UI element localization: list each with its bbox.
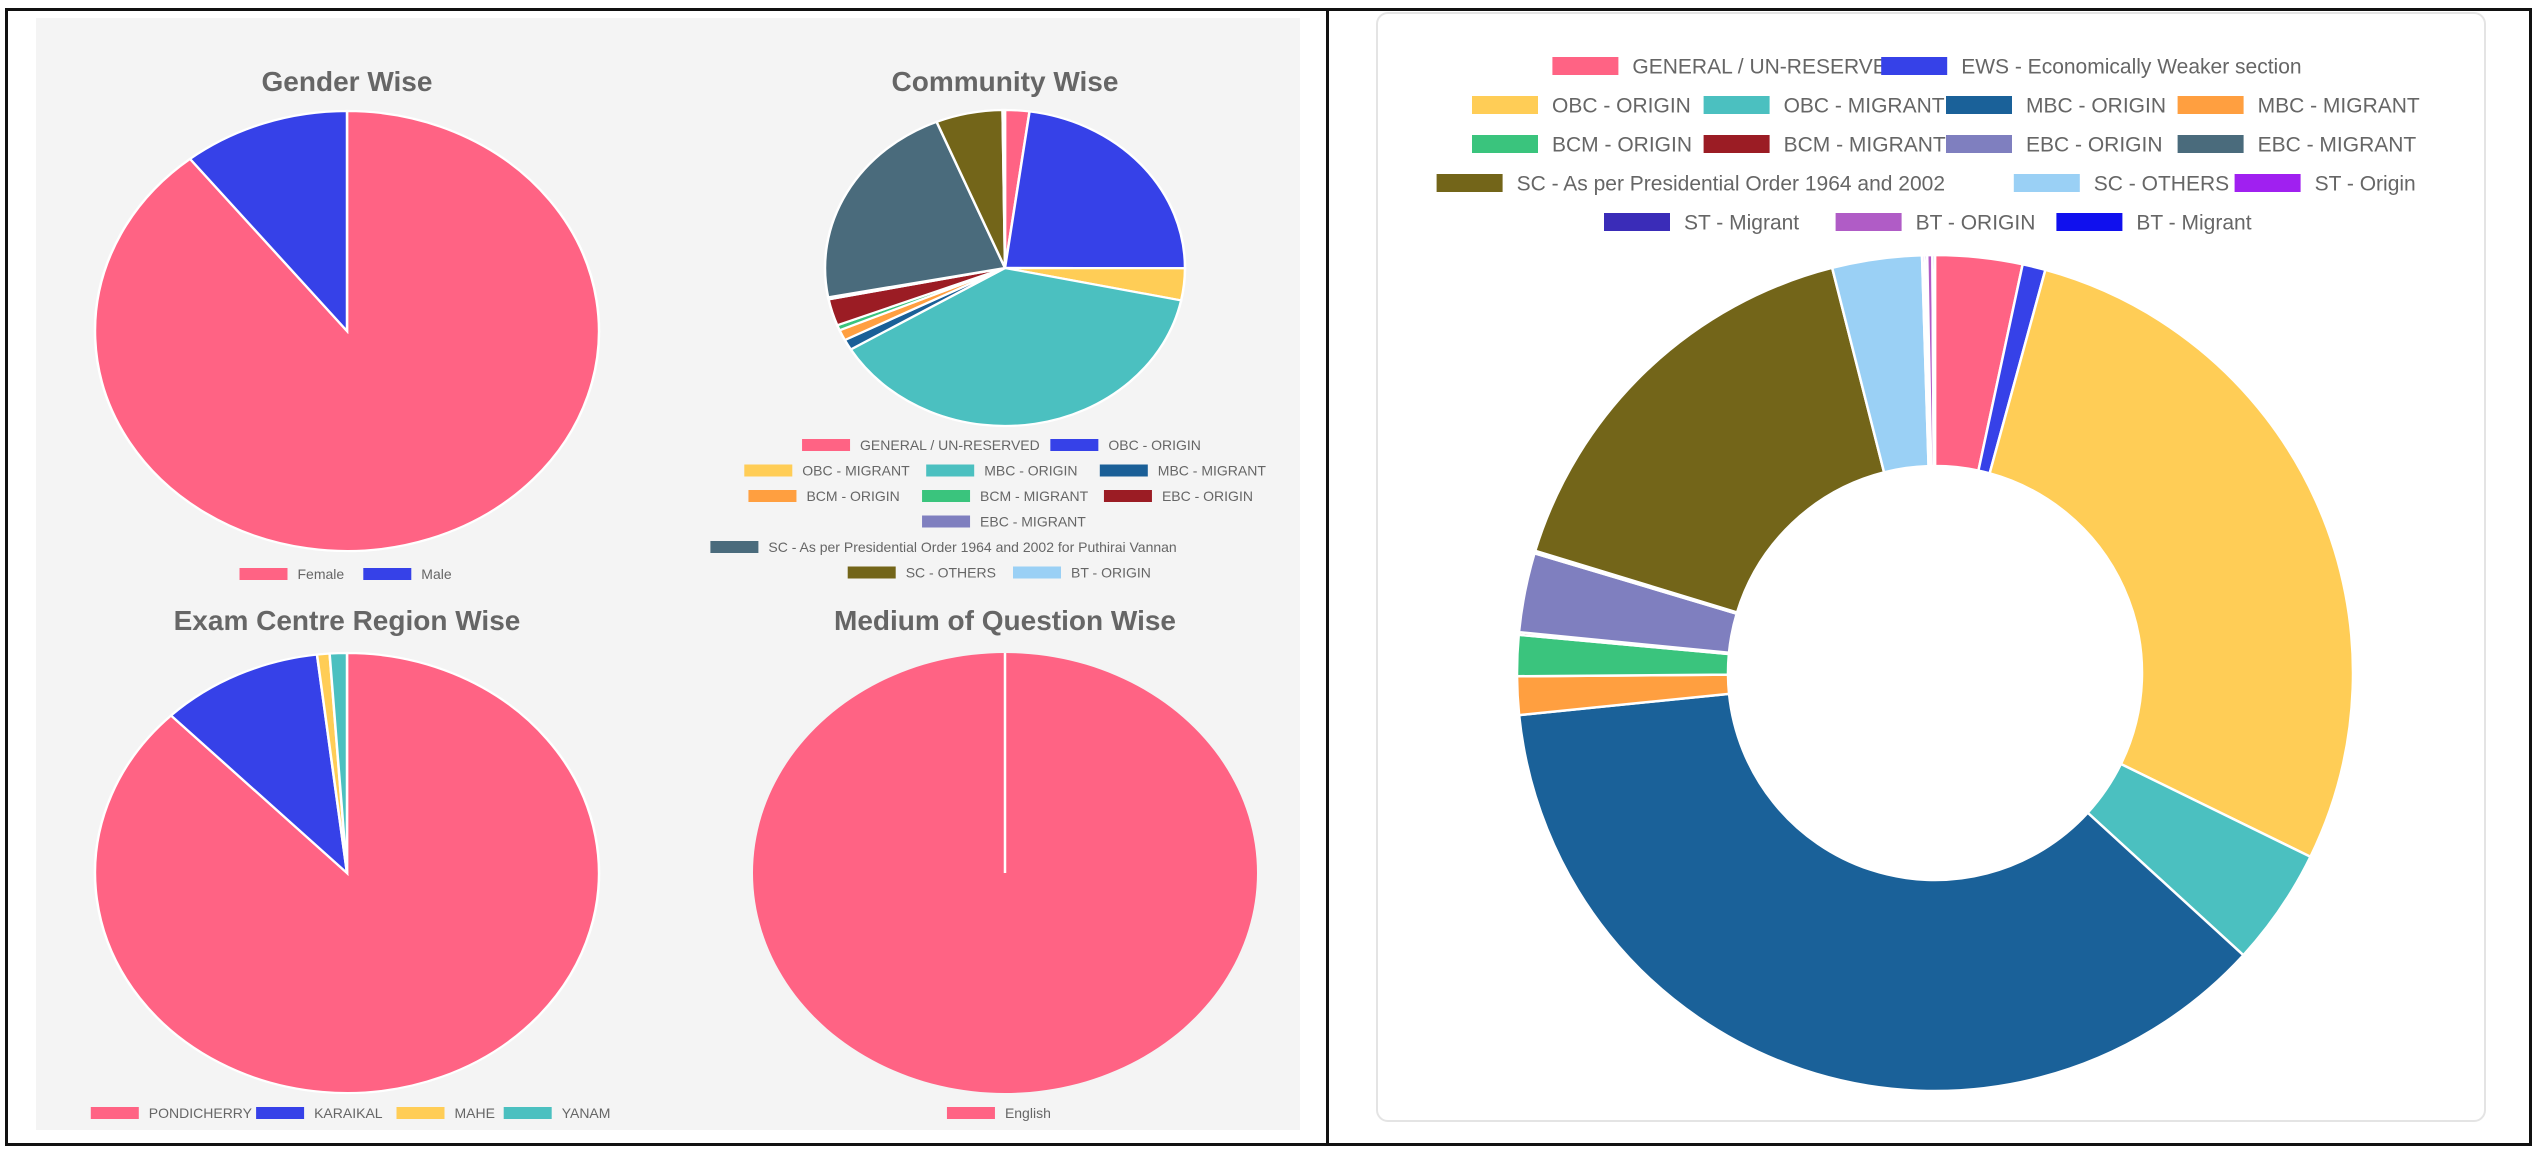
region-legend-label-4: YANAM xyxy=(562,1105,611,1121)
doughnut-legend-label-12: SC - OTHERS xyxy=(2094,173,2229,196)
doughnut-legend-label-9: EBC - ORIGIN xyxy=(2026,134,2163,157)
doughnut-legend-swatch-2 xyxy=(1881,57,1948,75)
chart-marks: Female Male GENERAL / UN-RESERVED OBC - ORI… xyxy=(90,56,2420,1121)
region-legend-swatch-3 xyxy=(396,1107,445,1119)
community-chart-title: Community Wise xyxy=(892,66,1119,97)
doughnut-slice-5 xyxy=(1517,692,2246,1093)
community-pie-slice-2 xyxy=(1003,110,1187,270)
community-legend-label-7: BCM - MIGRANT xyxy=(980,488,1089,504)
gender-legend-swatch-1 xyxy=(239,568,288,580)
doughnut-slice-11 xyxy=(1533,266,1886,615)
region-legend-label-2: KARAIKAL xyxy=(314,1105,383,1121)
gender-legend-label-1: Female xyxy=(298,566,345,582)
medium-legend-swatch-1 xyxy=(946,1107,995,1119)
doughnut-legend-label-16: BT - Migrant xyxy=(2136,212,2251,235)
gender-chart-title: Gender Wise xyxy=(262,66,433,97)
doughnut-legend-label-3: OBC - ORIGIN xyxy=(1552,95,1691,118)
community-legend-swatch-1 xyxy=(802,439,851,451)
gender-pie-slice-2 xyxy=(188,109,349,335)
region-pie-slice-4 xyxy=(328,651,349,874)
doughnut-legend-swatch-5 xyxy=(1946,96,2012,114)
doughnut-slice-3 xyxy=(1988,268,2355,859)
region-pie-slices xyxy=(93,651,601,1095)
region-chart-title: Exam Centre Region Wise xyxy=(174,605,521,636)
community-legend-swatch-3 xyxy=(744,464,793,477)
doughnut-legend-swatch-15 xyxy=(1835,213,1902,231)
community-pie-slices xyxy=(823,108,1187,428)
medium-chart-title: Medium of Question Wise xyxy=(834,605,1176,636)
doughnut-legend-label-2: EWS - Economically Weaker section xyxy=(1961,56,2301,79)
community-legend-swatch-7 xyxy=(922,490,971,502)
community-legend-label-6: BCM - ORIGIN xyxy=(806,488,899,504)
community-legend-label-9: EBC - MIGRANT xyxy=(980,514,1086,530)
doughnut-legend-label-7: BCM - ORIGIN xyxy=(1552,134,1692,157)
doughnut-legend-swatch-6 xyxy=(2177,96,2244,114)
region-legend-swatch-1 xyxy=(90,1107,139,1119)
doughnut-legend-swatch-1 xyxy=(1552,57,1619,75)
gender-legend-label-2: Male xyxy=(421,566,452,582)
doughnut-legend-label-1: GENERAL / UN-RESERVED xyxy=(1632,56,1902,79)
community-legend-label-2: OBC - ORIGIN xyxy=(1108,437,1201,453)
doughnut-slice-16 xyxy=(1931,253,1937,468)
community-pie-slice-10 xyxy=(823,120,1007,299)
gender-pie-slices xyxy=(93,109,601,553)
community-legend-swatch-8 xyxy=(1103,490,1152,502)
community-legend-label-1: GENERAL / UN-RESERVED xyxy=(860,437,1040,453)
doughnut-legend-swatch-10 xyxy=(2177,135,2244,153)
community-legend-swatch-11 xyxy=(847,566,896,579)
doughnut-legend-swatch-3 xyxy=(1472,96,1538,114)
region-pie-slice-2 xyxy=(169,653,349,877)
doughnut-legend-swatch-7 xyxy=(1472,135,1538,153)
community-legend-label-12: BT - ORIGIN xyxy=(1071,565,1151,581)
community-legend-label-4: MBC - ORIGIN xyxy=(984,463,1077,479)
medium-pie-slices xyxy=(752,652,1257,1093)
community-pie-slice-12 xyxy=(1001,108,1007,269)
panel-divider xyxy=(1326,8,1329,1146)
community-legend-label-3: OBC - MIGRANT xyxy=(802,463,910,479)
doughnut-legend-label-4: OBC - MIGRANT xyxy=(1784,95,1945,118)
doughnut-legend-label-15: BT - ORIGIN xyxy=(1916,212,2036,235)
community-legend-label-10: SC - As per Presidential Order 1964 and … xyxy=(768,539,1176,555)
medium-legend-label-1: English xyxy=(1005,1105,1051,1121)
doughnut-legend-swatch-11 xyxy=(1436,174,1503,192)
community-legend-swatch-9 xyxy=(922,515,971,528)
community-legend-swatch-12 xyxy=(1013,566,1061,579)
doughnut-legend-label-5: MBC - ORIGIN xyxy=(2026,95,2166,118)
doughnut-legend-swatch-4 xyxy=(1703,96,1770,114)
doughnut-legend-swatch-16 xyxy=(2056,213,2123,231)
doughnut-legend-swatch-14 xyxy=(1604,213,1670,231)
doughnut-legend-label-8: BCM - MIGRANT xyxy=(1784,134,1946,157)
doughnut-legend-label-10: EBC - MIGRANT xyxy=(2258,134,2417,157)
outer-frame xyxy=(5,8,2532,1146)
doughnut-legend-swatch-9 xyxy=(1946,135,2012,153)
doughnut-legend-label-14: ST - Migrant xyxy=(1684,212,1799,235)
community-legend-swatch-2 xyxy=(1050,439,1099,451)
community-legend-swatch-5 xyxy=(1099,464,1148,477)
region-legend-label-3: MAHE xyxy=(455,1105,495,1121)
doughnut-legend-swatch-8 xyxy=(1703,135,1770,153)
community-legend-label-8: EBC - ORIGIN xyxy=(1162,488,1253,504)
doughnut-legend-label-6: MBC - MIGRANT xyxy=(2258,95,2420,118)
region-legend-swatch-2 xyxy=(256,1107,305,1119)
community-legend-label-11: SC - OTHERS xyxy=(906,565,996,581)
community-legend-label-5: MBC - MIGRANT xyxy=(1158,463,1267,479)
doughnut-legend-swatch-13 xyxy=(2234,174,2301,192)
region-legend-swatch-4 xyxy=(503,1107,552,1119)
doughnut-legend-swatch-12 xyxy=(2013,174,2080,192)
region-legend-label-1: PONDICHERRY xyxy=(149,1105,253,1121)
gender-legend-swatch-2 xyxy=(363,568,412,580)
community-legend-swatch-4 xyxy=(926,464,975,477)
doughnut-legend-label-11: SC - As per Presidential Order 1964 and … xyxy=(1517,173,1945,196)
community-pie-slice-4 xyxy=(849,266,1183,428)
doughnut-slices xyxy=(1515,253,2355,1093)
doughnut-legend-label-13: ST - Origin xyxy=(2315,173,2416,196)
community-legend-swatch-6 xyxy=(748,490,797,502)
community-legend-swatch-10 xyxy=(710,541,759,553)
